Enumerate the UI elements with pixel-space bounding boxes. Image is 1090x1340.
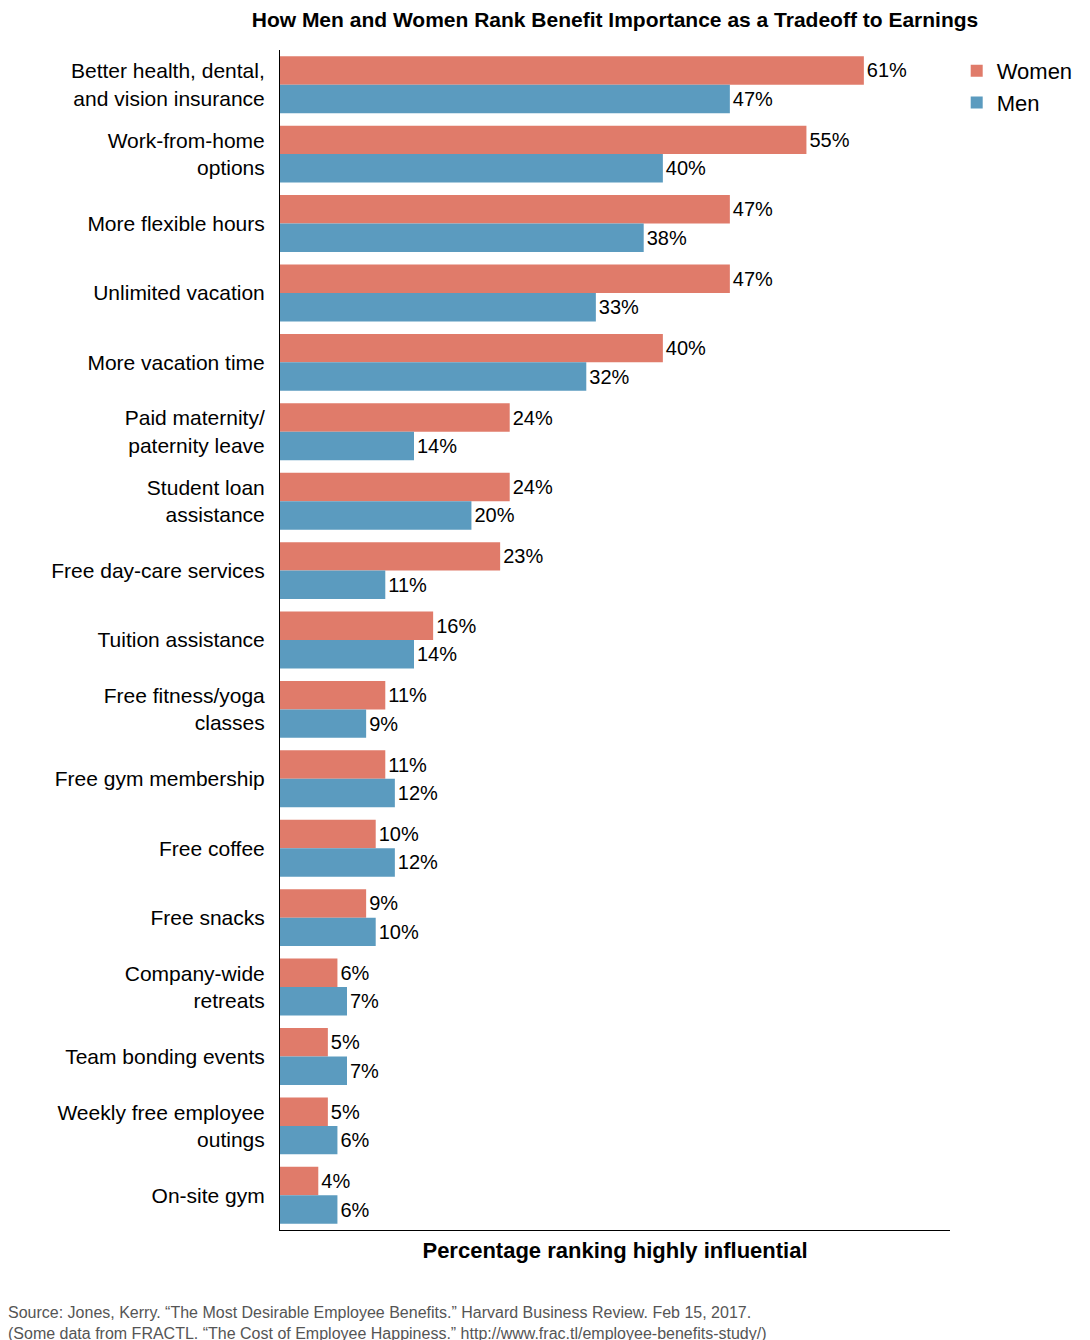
svg-text:55%: 55% — [809, 129, 849, 151]
svg-text:Company-wideretreats: Company-wideretreats — [125, 962, 265, 1012]
svg-text:14%: 14% — [417, 435, 457, 457]
svg-text:Work-from-homeoptions: Work-from-homeoptions — [108, 129, 265, 179]
svg-text:Team bonding events: Team bonding events — [65, 1045, 265, 1068]
svg-text:9%: 9% — [369, 892, 398, 914]
svg-text:47%: 47% — [733, 88, 773, 110]
svg-text:40%: 40% — [666, 157, 706, 179]
svg-text:11%: 11% — [388, 684, 427, 706]
svg-text:Student loanassistance: Student loanassistance — [147, 476, 265, 526]
svg-text:Percentage ranking highly infl: Percentage ranking highly influential — [422, 1238, 807, 1263]
svg-text:7%: 7% — [350, 990, 379, 1012]
svg-text:40%: 40% — [666, 337, 706, 359]
svg-text:47%: 47% — [733, 268, 773, 290]
svg-text:Free fitness/yogaclasses: Free fitness/yogaclasses — [104, 684, 265, 734]
svg-text:Paid maternity/paternity leave: Paid maternity/paternity leave — [125, 406, 265, 456]
svg-text:Unlimited vacation: Unlimited vacation — [93, 281, 265, 304]
svg-text:33%: 33% — [599, 296, 639, 318]
svg-text:23%: 23% — [503, 545, 543, 567]
svg-text:7%: 7% — [350, 1060, 379, 1082]
svg-text:Weekly free employeeoutings: Weekly free employeeoutings — [57, 1101, 264, 1151]
svg-text:Free gym membership: Free gym membership — [55, 767, 265, 790]
svg-text:32%: 32% — [589, 366, 629, 388]
svg-text:More flexible hours: More flexible hours — [87, 212, 264, 235]
svg-text:10%: 10% — [379, 921, 419, 943]
svg-text:Free day-care services: Free day-care services — [51, 559, 265, 582]
svg-text:Women: Women — [997, 59, 1072, 84]
svg-text:24%: 24% — [513, 407, 553, 429]
svg-text:5%: 5% — [331, 1031, 360, 1053]
svg-text:More vacation time: More vacation time — [87, 351, 264, 374]
svg-text:On-site gym: On-site gym — [152, 1184, 265, 1207]
svg-text:Tuition assistance: Tuition assistance — [97, 628, 264, 651]
svg-text:20%: 20% — [474, 504, 514, 526]
svg-text:How Men and Women Rank Benefit: How Men and Women Rank Benefit Importanc… — [252, 8, 979, 31]
svg-text:12%: 12% — [398, 782, 438, 804]
svg-text:16%: 16% — [436, 615, 476, 637]
svg-text:9%: 9% — [369, 713, 398, 735]
svg-text:Better health, dental,and visi: Better health, dental,and vision insuran… — [71, 59, 265, 109]
svg-text:47%: 47% — [733, 198, 773, 220]
svg-text:Free coffee: Free coffee — [159, 837, 265, 860]
svg-text:12%: 12% — [398, 851, 438, 873]
svg-text:4%: 4% — [321, 1170, 350, 1192]
svg-text:24%: 24% — [513, 476, 553, 498]
svg-text:14%: 14% — [417, 643, 457, 665]
svg-text:6%: 6% — [340, 962, 369, 984]
svg-text:Source: Jones, Kerry. “The Mos: Source: Jones, Kerry. “The Most Desirabl… — [8, 1304, 767, 1340]
svg-text:61%: 61% — [867, 59, 907, 81]
svg-text:6%: 6% — [340, 1199, 369, 1221]
svg-text:38%: 38% — [647, 227, 687, 249]
svg-text:11%: 11% — [388, 754, 427, 776]
svg-text:11%: 11% — [388, 574, 427, 596]
svg-text:10%: 10% — [379, 823, 419, 845]
svg-text:6%: 6% — [340, 1129, 369, 1151]
svg-text:Men: Men — [997, 91, 1040, 116]
svg-text:5%: 5% — [331, 1101, 360, 1123]
svg-text:Free snacks: Free snacks — [150, 906, 264, 929]
